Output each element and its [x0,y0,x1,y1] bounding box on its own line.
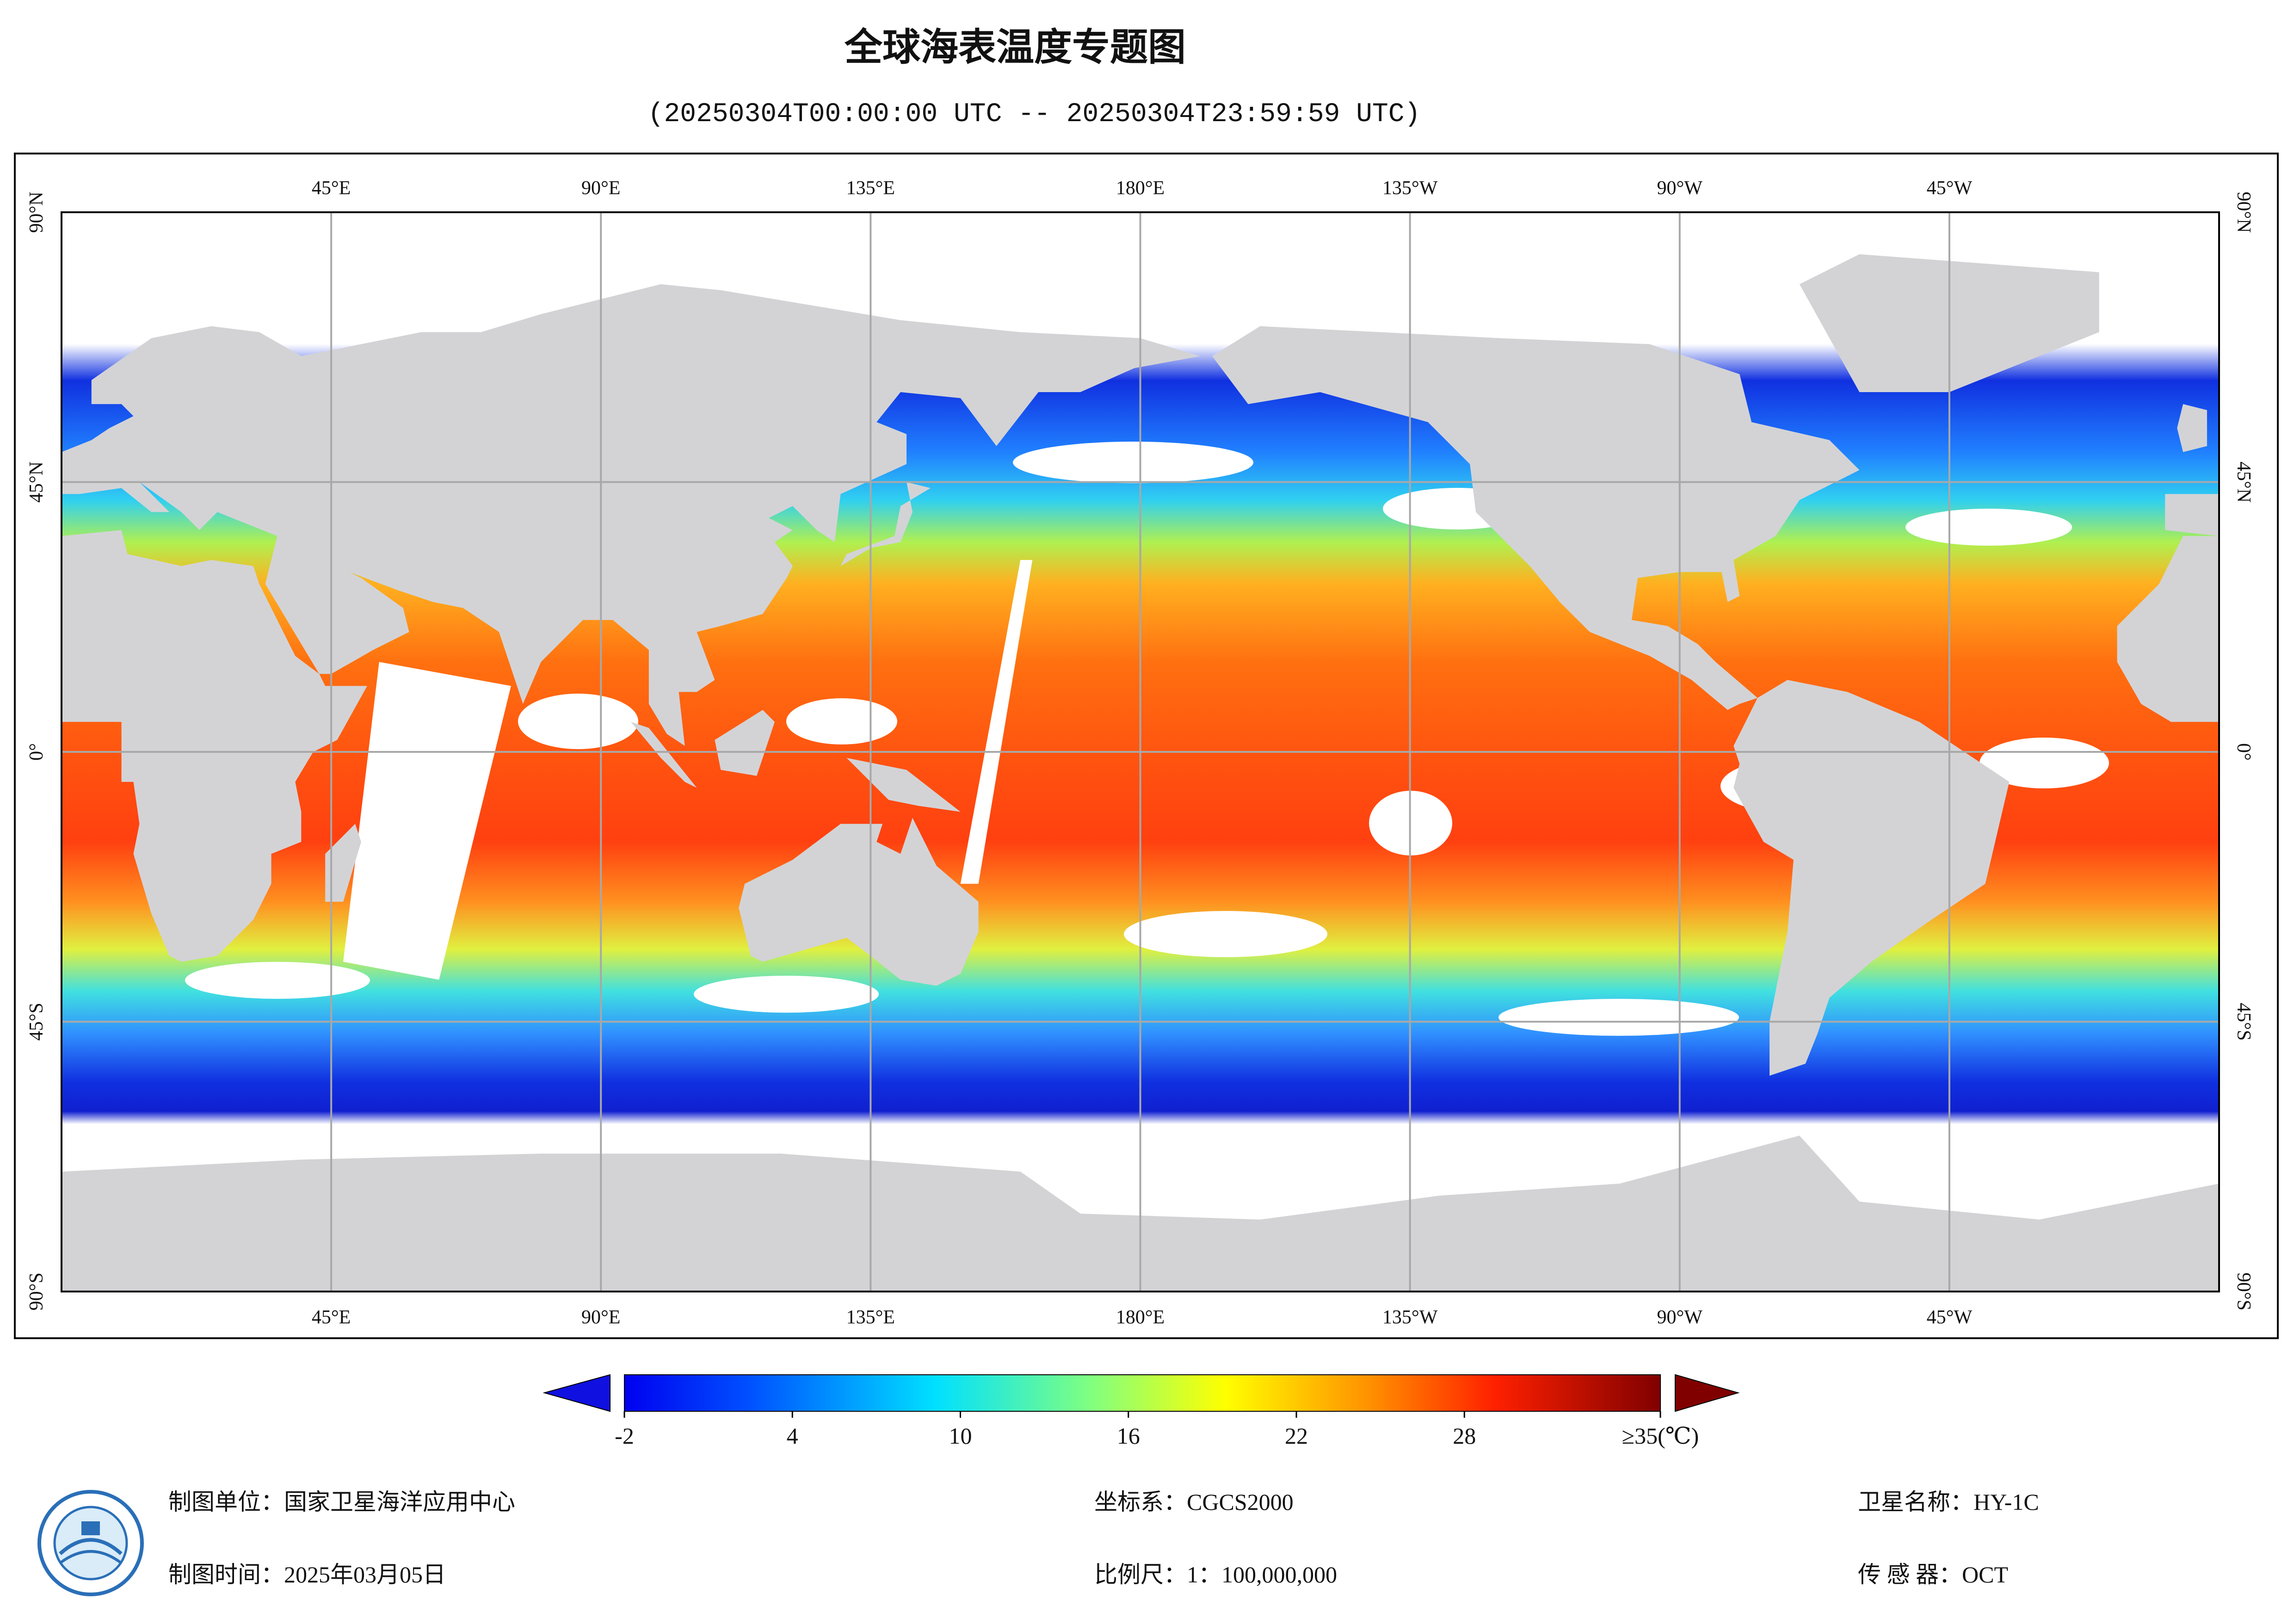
colorbar-tick-label: 16 [1117,1423,1140,1449]
producer: 制图单位：国家卫星海洋应用中心 [168,1489,515,1515]
japan [840,482,931,566]
lat-label: 0° [26,743,47,761]
colorbar-tick-label: 22 [1285,1423,1308,1449]
sensor: 传 感 器：OCT [1858,1562,2008,1587]
logo [37,1490,144,1596]
iberia [2165,494,2219,536]
lat-label: 45°N [2233,461,2254,503]
south-america [1733,680,2010,1076]
new-guinea [846,757,961,812]
lat-label: 45°S [26,1003,47,1040]
sumatra [631,722,697,788]
colorbar-tick-label: 10 [949,1423,972,1449]
production-date: 制图时间：2025年03月05日 [168,1562,446,1587]
data-gap [960,560,1033,884]
map-scale: 比例尺：1：100,000,000 [1094,1562,1337,1587]
map-title: 全球海表温度专题图 [844,25,1186,69]
colorbar [624,1374,1661,1412]
africa [62,530,367,962]
lon-label: 180°E [1116,178,1165,199]
lon-label: 180°E [1116,1307,1165,1328]
data-gap [343,662,511,980]
borneo [715,710,775,776]
lat-label: 90°N [2233,191,2254,233]
lat-label: 90°S [2233,1273,2254,1310]
lon-label: 135°W [1382,1307,1438,1328]
lat-label: 45°S [2233,1003,2254,1040]
crs: 坐标系：CGCS2000 [1094,1489,1294,1515]
lon-label: 45°E [312,1307,351,1328]
lon-label: 90°E [581,178,620,199]
north-america [1212,326,1860,710]
colorbar-tick-label: ≥35(℃) [1622,1423,1699,1449]
lat-label: 90°S [26,1273,47,1310]
lon-label: 45°E [312,178,351,199]
lon-label: 135°E [846,178,895,199]
satellite: 卫星名称：HY-1C [1858,1489,2039,1515]
lon-label: 45°W [1927,178,1973,199]
map-border [61,211,2220,1292]
uk [2177,404,2207,452]
lon-label: 90°E [581,1307,620,1328]
map-subtitle: (20250304T00:00:00 UTC -- 20250304T23:59… [648,99,1421,129]
map-body [62,212,2219,1292]
colorbar-low-arrow [543,1374,610,1412]
west-africa [2117,536,2219,722]
lat-label: 90°N [26,191,47,233]
eurasia [62,284,1201,746]
lat-label: 0° [2233,743,2254,761]
lon-label: 135°E [846,1307,895,1328]
graticule [62,212,2219,1292]
lon-label: 135°W [1382,178,1438,199]
lat-label: 45°N [26,461,47,503]
colorbar-tick-label: 28 [1453,1423,1476,1449]
map-frame [14,153,2279,1339]
australia [739,818,979,986]
madagascar [325,824,361,902]
colorbar-tick-label: 4 [787,1423,798,1449]
lon-label: 90°W [1657,178,1703,199]
lon-label: 45°W [1927,1307,1973,1328]
colorbar-tick-label: -2 [615,1423,634,1449]
colorbar-high-arrow [1675,1374,1740,1412]
lon-label: 90°W [1657,1307,1703,1328]
